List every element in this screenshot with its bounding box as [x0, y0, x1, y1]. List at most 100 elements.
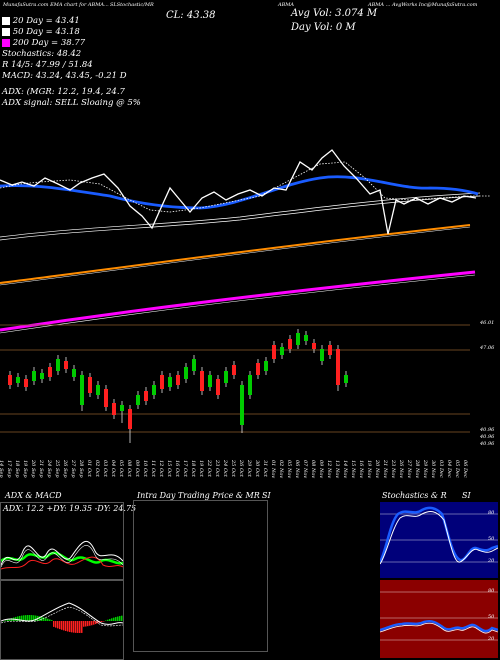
r-signal-line [380, 622, 498, 634]
macd-bar [43, 617, 45, 621]
macd-bar [101, 621, 103, 622]
candlestick-chart [0, 324, 470, 443]
candle-body [40, 373, 44, 379]
macd-bar [19, 615, 21, 621]
intraday-panel [133, 500, 268, 652]
candle-body [152, 385, 156, 395]
stochastics-panel: 80 50 20 [380, 502, 498, 578]
macd-bar [53, 621, 55, 627]
price-level-1: 46.01 [480, 320, 495, 326]
macd-bar [63, 621, 65, 631]
ema-orange-shadow-line [0, 226, 471, 286]
date-tick-label: 23 Oct [214, 460, 220, 477]
legend-label-20: 20 Day = 43.41 [12, 16, 80, 26]
date-tick-label: 16 Nov [358, 460, 364, 479]
date-tick-label: 09 Nov [318, 460, 324, 479]
r-readout: R 14/5: 47.99 / 51.84 [2, 60, 93, 70]
day-volume: Day Vol: 0 M [291, 22, 356, 33]
candle-body [104, 389, 108, 407]
top-right-title: ABMA ... AvgWorks Inc@MunafaSutra.com [368, 2, 478, 8]
date-tick-label: 06 Dec [462, 460, 468, 478]
macd-bar [97, 621, 99, 624]
stoch-tick-20: 20 [488, 558, 495, 564]
date-tick-label: 05 Dec [454, 460, 460, 478]
date-tick-label: 17 Sep [6, 460, 12, 478]
candle-body [96, 385, 100, 395]
candle-body [32, 371, 36, 381]
macd-bar [35, 615, 37, 621]
date-tick-label: 10 Oct [142, 460, 148, 477]
price-line [0, 149, 477, 235]
price-level-3: 40.96 [480, 427, 495, 433]
macd-bar [59, 621, 61, 630]
price-level-5: 40.96 [480, 441, 495, 447]
macd-bar [111, 618, 113, 621]
r-tick-80: 80 [488, 588, 495, 594]
date-tick-label: 02 Oct [94, 460, 100, 477]
date-tick-label: 04 Dec [446, 460, 452, 478]
legend-swatch-50 [2, 27, 10, 36]
candles-group [8, 329, 348, 443]
legend-swatch-20 [2, 16, 10, 25]
date-tick-label: 17 Oct [182, 460, 188, 477]
adx-plus-line [1, 551, 123, 565]
date-tick-label: 25 Sep [54, 460, 60, 478]
macd-bar [121, 615, 123, 621]
stochastics-readout: Stochastics: 48.42 [2, 49, 82, 59]
legend-20-day: 20 Day = 43.41 [2, 16, 141, 27]
macd-signal-line [1, 606, 123, 627]
date-tick-label: 28 Nov [414, 460, 420, 479]
date-tick-label: 23 Nov [390, 460, 396, 479]
stochastics-title: Stochastics & R [382, 491, 447, 500]
date-tick-label: 11 Oct [150, 460, 156, 477]
macd-bar [67, 621, 69, 632]
r-panel: 80 50 20 [380, 580, 498, 658]
macd-bar [5, 620, 7, 621]
adx-signal-readout: ADX signal: SELL Sloaing @ 5% [2, 98, 141, 108]
date-tick-label: 05 Oct [118, 460, 124, 477]
ema-200-line [0, 270, 476, 332]
macd-readout: MACD: 43.24, 43.45, -0.21 D [2, 71, 127, 81]
date-tick-label: 15 Oct [166, 460, 172, 477]
date-tick-label: 06 Nov [294, 460, 300, 479]
legend-swatch-200 [2, 38, 10, 47]
macd-bar [61, 621, 63, 630]
macd-bar [69, 621, 71, 632]
candle-body [136, 395, 140, 405]
macd-bar [85, 621, 87, 627]
date-tick-label: 21 Sep [38, 460, 44, 478]
candle-body [64, 361, 68, 369]
macd-bar [31, 615, 33, 621]
candle-body [232, 365, 236, 375]
stoch-tick-80: 80 [488, 510, 495, 516]
date-tick-label: 08 Oct [126, 460, 132, 477]
macd-bar [49, 619, 51, 621]
candle-body [176, 375, 180, 385]
macd-bar [79, 621, 81, 633]
date-tick-label: 02 Nov [278, 460, 284, 479]
macd-bar [107, 619, 109, 621]
stochastic-dotted-line [0, 161, 490, 213]
legend-200-day: 200 Day = 38.77 [2, 38, 141, 49]
candle-body [240, 385, 244, 425]
candle-body [304, 335, 308, 341]
candle-body [264, 361, 268, 371]
macd-bar [75, 621, 77, 633]
date-tick-label: 12 Oct [158, 460, 164, 477]
candle-body [192, 359, 196, 371]
candle-body [248, 375, 252, 395]
date-tick-label: 29 Oct [246, 460, 252, 477]
macd-bar [9, 618, 11, 621]
macd-bar [113, 617, 115, 621]
date-tick-label: 19 Sep [22, 460, 28, 478]
macd-bar [117, 616, 119, 621]
macd-bar [29, 615, 31, 621]
date-tick-label: 21 Nov [382, 460, 388, 479]
price-level-4: 40.96 [480, 434, 495, 440]
candle-body [272, 345, 276, 359]
date-tick-label: 04 Oct [110, 460, 116, 477]
adx-panel: ADX: 12.2 +DY: 19.35 -DY: 24.75 [0, 502, 136, 580]
stoch-tick-50: 50 [488, 536, 495, 542]
date-tick-label: 31 Oct [262, 460, 268, 477]
macd-bar [65, 621, 67, 632]
